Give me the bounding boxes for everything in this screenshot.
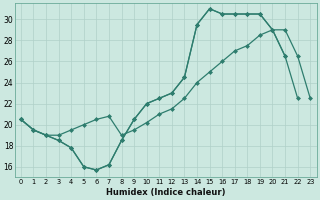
- X-axis label: Humidex (Indice chaleur): Humidex (Indice chaleur): [106, 188, 225, 197]
